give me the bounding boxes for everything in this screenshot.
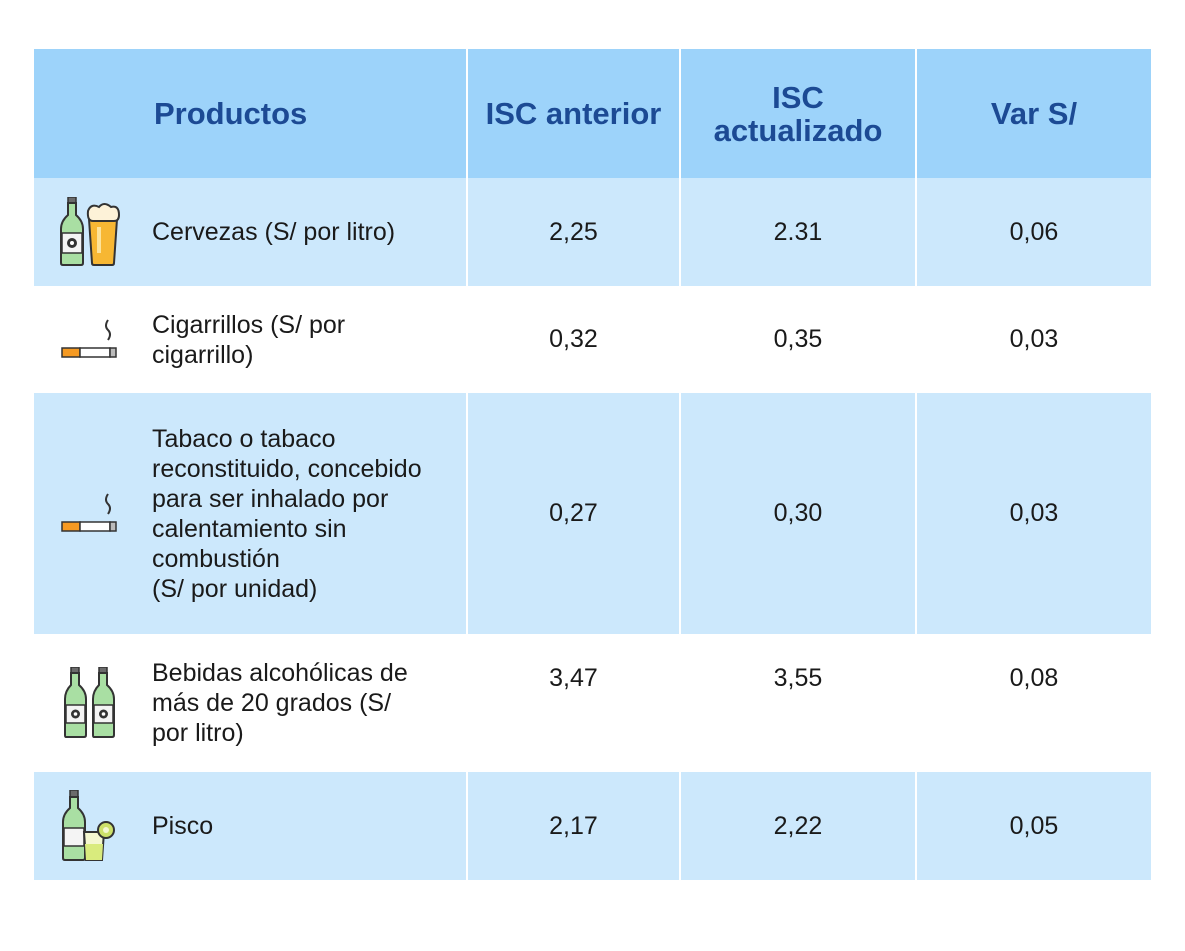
product-label: Pisco [152, 811, 213, 841]
product-label-line: Tabaco o tabaco [152, 424, 336, 453]
var-value: 0,08 [1009, 664, 1059, 692]
header-var: Var S/ [990, 96, 1078, 131]
isc-actualizado-value: 2,22 [681, 772, 917, 880]
isc-actualizado-value: 2.31 [681, 178, 917, 286]
isc-actualizado-value: 0,35 [681, 286, 917, 393]
product-cell: Pisco [34, 772, 468, 880]
isc-actualizado-value: 3,55 [681, 634, 917, 772]
pisco-icon [56, 790, 124, 862]
table-row: Tabaco o tabaco reconstituido, concebido… [34, 393, 1151, 634]
table-row: Cervezas (S/ por litro) 2,25 2.31 0,06 [34, 178, 1151, 286]
product-label: Tabaco o tabaco reconstituido, concebido… [152, 424, 422, 604]
product-label-line: reconstituido, concebido [152, 454, 422, 483]
liquor-bottles-icon [56, 667, 124, 739]
var-value: 0,03 [1009, 325, 1059, 353]
isc-anterior-value: 0,32 [468, 286, 681, 393]
header-productos: Productos [34, 49, 468, 178]
product-cell: Bebidas alcohólicas de más de 20 grados … [34, 634, 468, 772]
isc-anterior-value: 3,47 [468, 634, 681, 772]
header-isc-actualizado: ISC actualizado [681, 49, 917, 178]
product-label-line: Pisco [152, 812, 214, 840]
header-isc-anterior: ISC anterior [468, 49, 681, 178]
isc-actualizado-value: 0,30 [681, 393, 917, 634]
product-label-line: (S/ por unidad) [152, 574, 318, 603]
product-label-line: Cervezas (S/ por litro) [152, 218, 396, 246]
product-label: Bebidas alcohólicas de más de 20 grados … [152, 658, 408, 748]
product-label-line: más de 20 grados (S/ [152, 689, 392, 717]
var-value: 0,05 [1009, 811, 1059, 840]
product-cell: Cervezas (S/ por litro) [34, 178, 468, 286]
product-label-line: para ser inhalado por [152, 484, 389, 513]
isc-anterior-value: 2,25 [468, 178, 681, 286]
product-label-line: cigarrillo) [152, 340, 254, 369]
isc-anterior-value: 0,27 [468, 393, 681, 634]
product-label: Cervezas (S/ por litro) [152, 217, 395, 247]
table-row: Pisco 2,17 2,22 0,05 [34, 772, 1151, 880]
header-isc-actualizado-line2: actualizado [713, 112, 883, 148]
product-label: Cigarrillos (S/ por cigarrillo) [152, 310, 345, 370]
var-value: 0,06 [1009, 217, 1059, 246]
cigarette-icon [56, 492, 124, 536]
product-label-line: por litro) [152, 719, 244, 747]
product-label-line: calentamiento sin [152, 514, 347, 543]
header-isc-actualizado-line1: ISC [772, 79, 824, 115]
var-value: 0,03 [1009, 499, 1059, 527]
table-row: Cigarrillos (S/ por cigarrillo) 0,32 0,3… [34, 286, 1151, 393]
product-label-line: Cigarrillos (S/ por [152, 310, 346, 339]
product-cell: Cigarrillos (S/ por cigarrillo) [34, 286, 468, 393]
product-label-line: Bebidas alcohólicas de [152, 659, 408, 687]
table-row: Bebidas alcohólicas de más de 20 grados … [34, 634, 1151, 772]
product-label-line: combustión [152, 544, 280, 573]
table-header: Productos ISC anterior ISC actualizado Va… [34, 49, 1151, 178]
isc-table: Productos ISC anterior ISC actualizado Va… [34, 49, 1151, 880]
isc-anterior-value: 2,17 [468, 772, 681, 880]
product-cell: Tabaco o tabaco reconstituido, concebido… [34, 393, 468, 634]
beer-icon [56, 197, 124, 267]
cigarette-icon [56, 318, 124, 362]
